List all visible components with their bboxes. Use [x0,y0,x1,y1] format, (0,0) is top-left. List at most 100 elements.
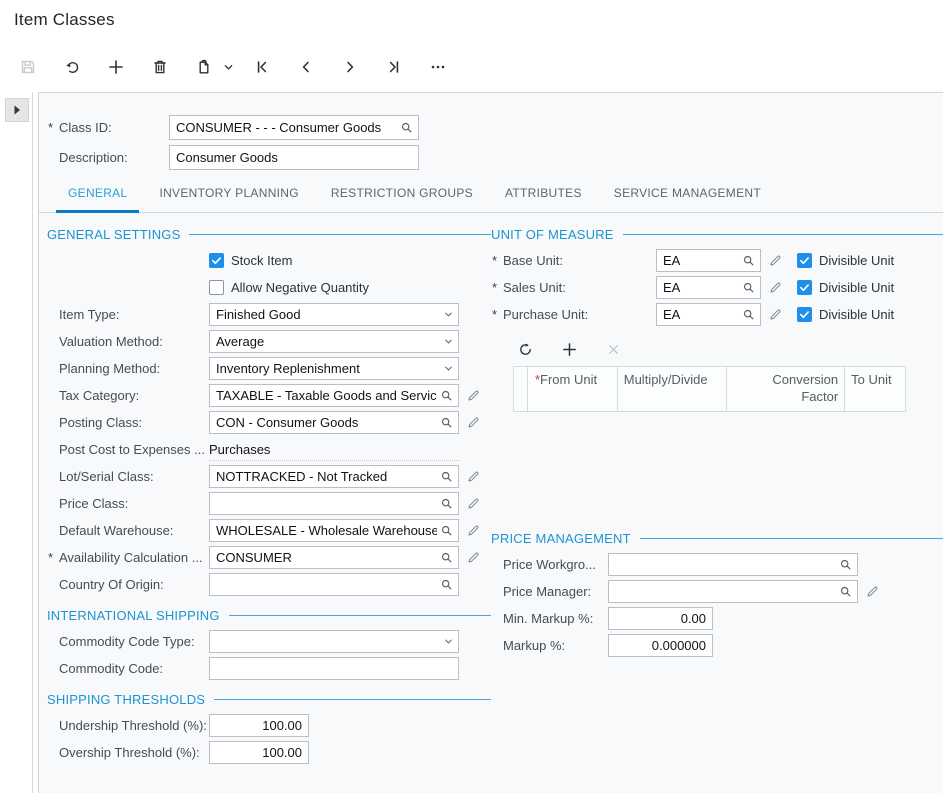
more-button[interactable] [416,50,460,84]
commodity-code-input[interactable] [209,657,459,680]
dropdown-chevron-icon[interactable] [443,309,454,320]
go-next-button[interactable] [328,50,372,84]
price-manager-input[interactable] [608,580,858,603]
delete-button[interactable] [138,50,182,84]
go-last-button[interactable] [372,50,416,84]
more-icon [431,65,445,69]
commodity-code-type-select[interactable] [209,630,459,653]
go-previous-icon [302,61,309,73]
base-unit-input[interactable]: EA [656,249,761,272]
lot-serial-lookup-button[interactable] [439,469,454,484]
expand-panel-button[interactable] [5,98,29,122]
dropdown-chevron-icon[interactable] [443,336,454,347]
section-divider [622,233,943,235]
content-panel: * Class ID: CONSUMER - - - Consumer Good… [38,92,943,793]
planning-method-row: Planning Method: Inventory Replenishment [47,355,491,382]
undership-threshold-input[interactable]: 100.00 [209,714,309,737]
undo-button[interactable] [50,50,94,84]
x-icon [608,344,618,354]
class-id-value: CONSUMER - - - Consumer Goods [176,120,382,135]
planning-method-select[interactable]: Inventory Replenishment [209,357,459,380]
required-marker: * [48,120,54,135]
tab-general[interactable]: GENERAL [56,173,140,213]
refresh-button[interactable] [503,336,547,362]
price-manager-edit-button[interactable] [865,584,880,599]
go-previous-button[interactable] [284,50,328,84]
base-unit-edit-button[interactable] [768,253,783,268]
sales-unit-input[interactable]: EA [656,276,761,299]
country-lookup-button[interactable] [439,577,454,592]
default-warehouse-input[interactable]: WHOLESALE - Wholesale Warehouse [209,519,459,542]
section-price-management: PRICE MANAGEMENT [491,529,943,547]
stock-item-label: Stock Item [231,253,293,268]
availability-edit-button[interactable] [466,550,481,565]
delete-row-button[interactable] [591,336,635,362]
copy-paste-button[interactable] [182,50,226,84]
posting-class-lookup-button[interactable] [439,415,454,430]
price-class-lookup-button[interactable] [439,496,454,511]
markup-input[interactable]: 0.000000 [608,634,713,657]
price-workgroup-input[interactable] [608,553,858,576]
add-row-button[interactable] [547,336,591,362]
tab-service-management[interactable]: SERVICE MANAGEMENT [613,185,761,200]
class-id-lookup-button[interactable] [399,120,414,135]
class-id-input[interactable]: CONSUMER - - - Consumer Goods [169,115,419,140]
go-first-button[interactable] [240,50,284,84]
purchase-unit-lookup-button[interactable] [741,307,756,322]
column-header-to-unit[interactable]: To Unit [851,372,892,387]
tax-category-lookup-button[interactable] [439,388,454,403]
uom-column: UNIT OF MEASURE * Base Unit: EA Divisibl… [491,213,943,659]
price-class-input[interactable] [209,492,459,515]
purchase-unit-input[interactable]: EA [656,303,761,326]
item-type-select[interactable]: Finished Good [209,303,459,326]
availability-calculation-input[interactable]: CONSUMER [209,546,459,569]
section-divider [189,233,491,235]
default-warehouse-lookup-button[interactable] [439,523,454,538]
undership-threshold-row: Undership Threshold (%): 100.00 [47,712,491,739]
column-header-conversion-factor[interactable]: Conversion Factor [727,367,846,411]
price-manager-lookup-button[interactable] [838,584,853,599]
tax-category-input[interactable]: TAXABLE - Taxable Goods and Servic [209,384,459,407]
tab-inventory-planning[interactable]: INVENTORY PLANNING [159,185,299,200]
base-unit-divisible-checkbox[interactable] [797,253,812,268]
tax-category-edit-button[interactable] [466,388,481,403]
purchase-unit-divisible-checkbox[interactable] [797,307,812,322]
class-id-row: * Class ID: CONSUMER - - - Consumer Good… [47,114,419,141]
allow-negative-checkbox[interactable] [209,280,224,295]
price-class-edit-button[interactable] [466,496,481,511]
overship-threshold-input[interactable]: 100.00 [209,741,309,764]
sales-unit-lookup-button[interactable] [741,280,756,295]
stock-item-checkbox[interactable] [209,253,224,268]
purchase-unit-edit-button[interactable] [768,307,783,322]
country-of-origin-input[interactable] [209,573,459,596]
dropdown-chevron-icon[interactable] [443,636,454,647]
main-toolbar [6,48,460,86]
copy-paste-menu-button[interactable] [216,50,240,84]
column-header-multiply-divide[interactable]: Multiply/Divide [618,367,728,411]
sales-unit-divisible-checkbox[interactable] [797,280,812,295]
search-icon [840,586,851,597]
availability-lookup-button[interactable] [439,550,454,565]
default-warehouse-edit-button[interactable] [466,523,481,538]
copy-paste-icon [199,59,209,74]
conversions-grid-toolbar [491,336,943,362]
column-header-from-unit[interactable]: *From Unit [528,367,618,411]
valuation-method-select[interactable]: Average [209,330,459,353]
tab-attributes[interactable]: ATTRIBUTES [504,185,582,200]
save-button[interactable] [6,50,50,84]
lot-serial-input[interactable]: NOTTRACKED - Not Tracked [209,465,459,488]
tab-restriction-groups[interactable]: RESTRICTION GROUPS [330,185,473,200]
base-unit-lookup-button[interactable] [741,253,756,268]
check-icon [800,311,809,319]
add-button[interactable] [94,50,138,84]
posting-class-edit-button[interactable] [466,415,481,430]
lot-serial-edit-button[interactable] [466,469,481,484]
dropdown-chevron-icon[interactable] [443,363,454,374]
sales-unit-edit-button[interactable] [768,280,783,295]
price-workgroup-lookup-button[interactable] [838,557,853,572]
section-shipping-thresholds: SHIPPING THRESHOLDS [47,690,491,708]
row-selector-header [514,367,528,411]
posting-class-input[interactable]: CON - Consumer Goods [209,411,459,434]
min-markup-input[interactable]: 0.00 [608,607,713,630]
description-input[interactable]: Consumer Goods [169,145,419,170]
